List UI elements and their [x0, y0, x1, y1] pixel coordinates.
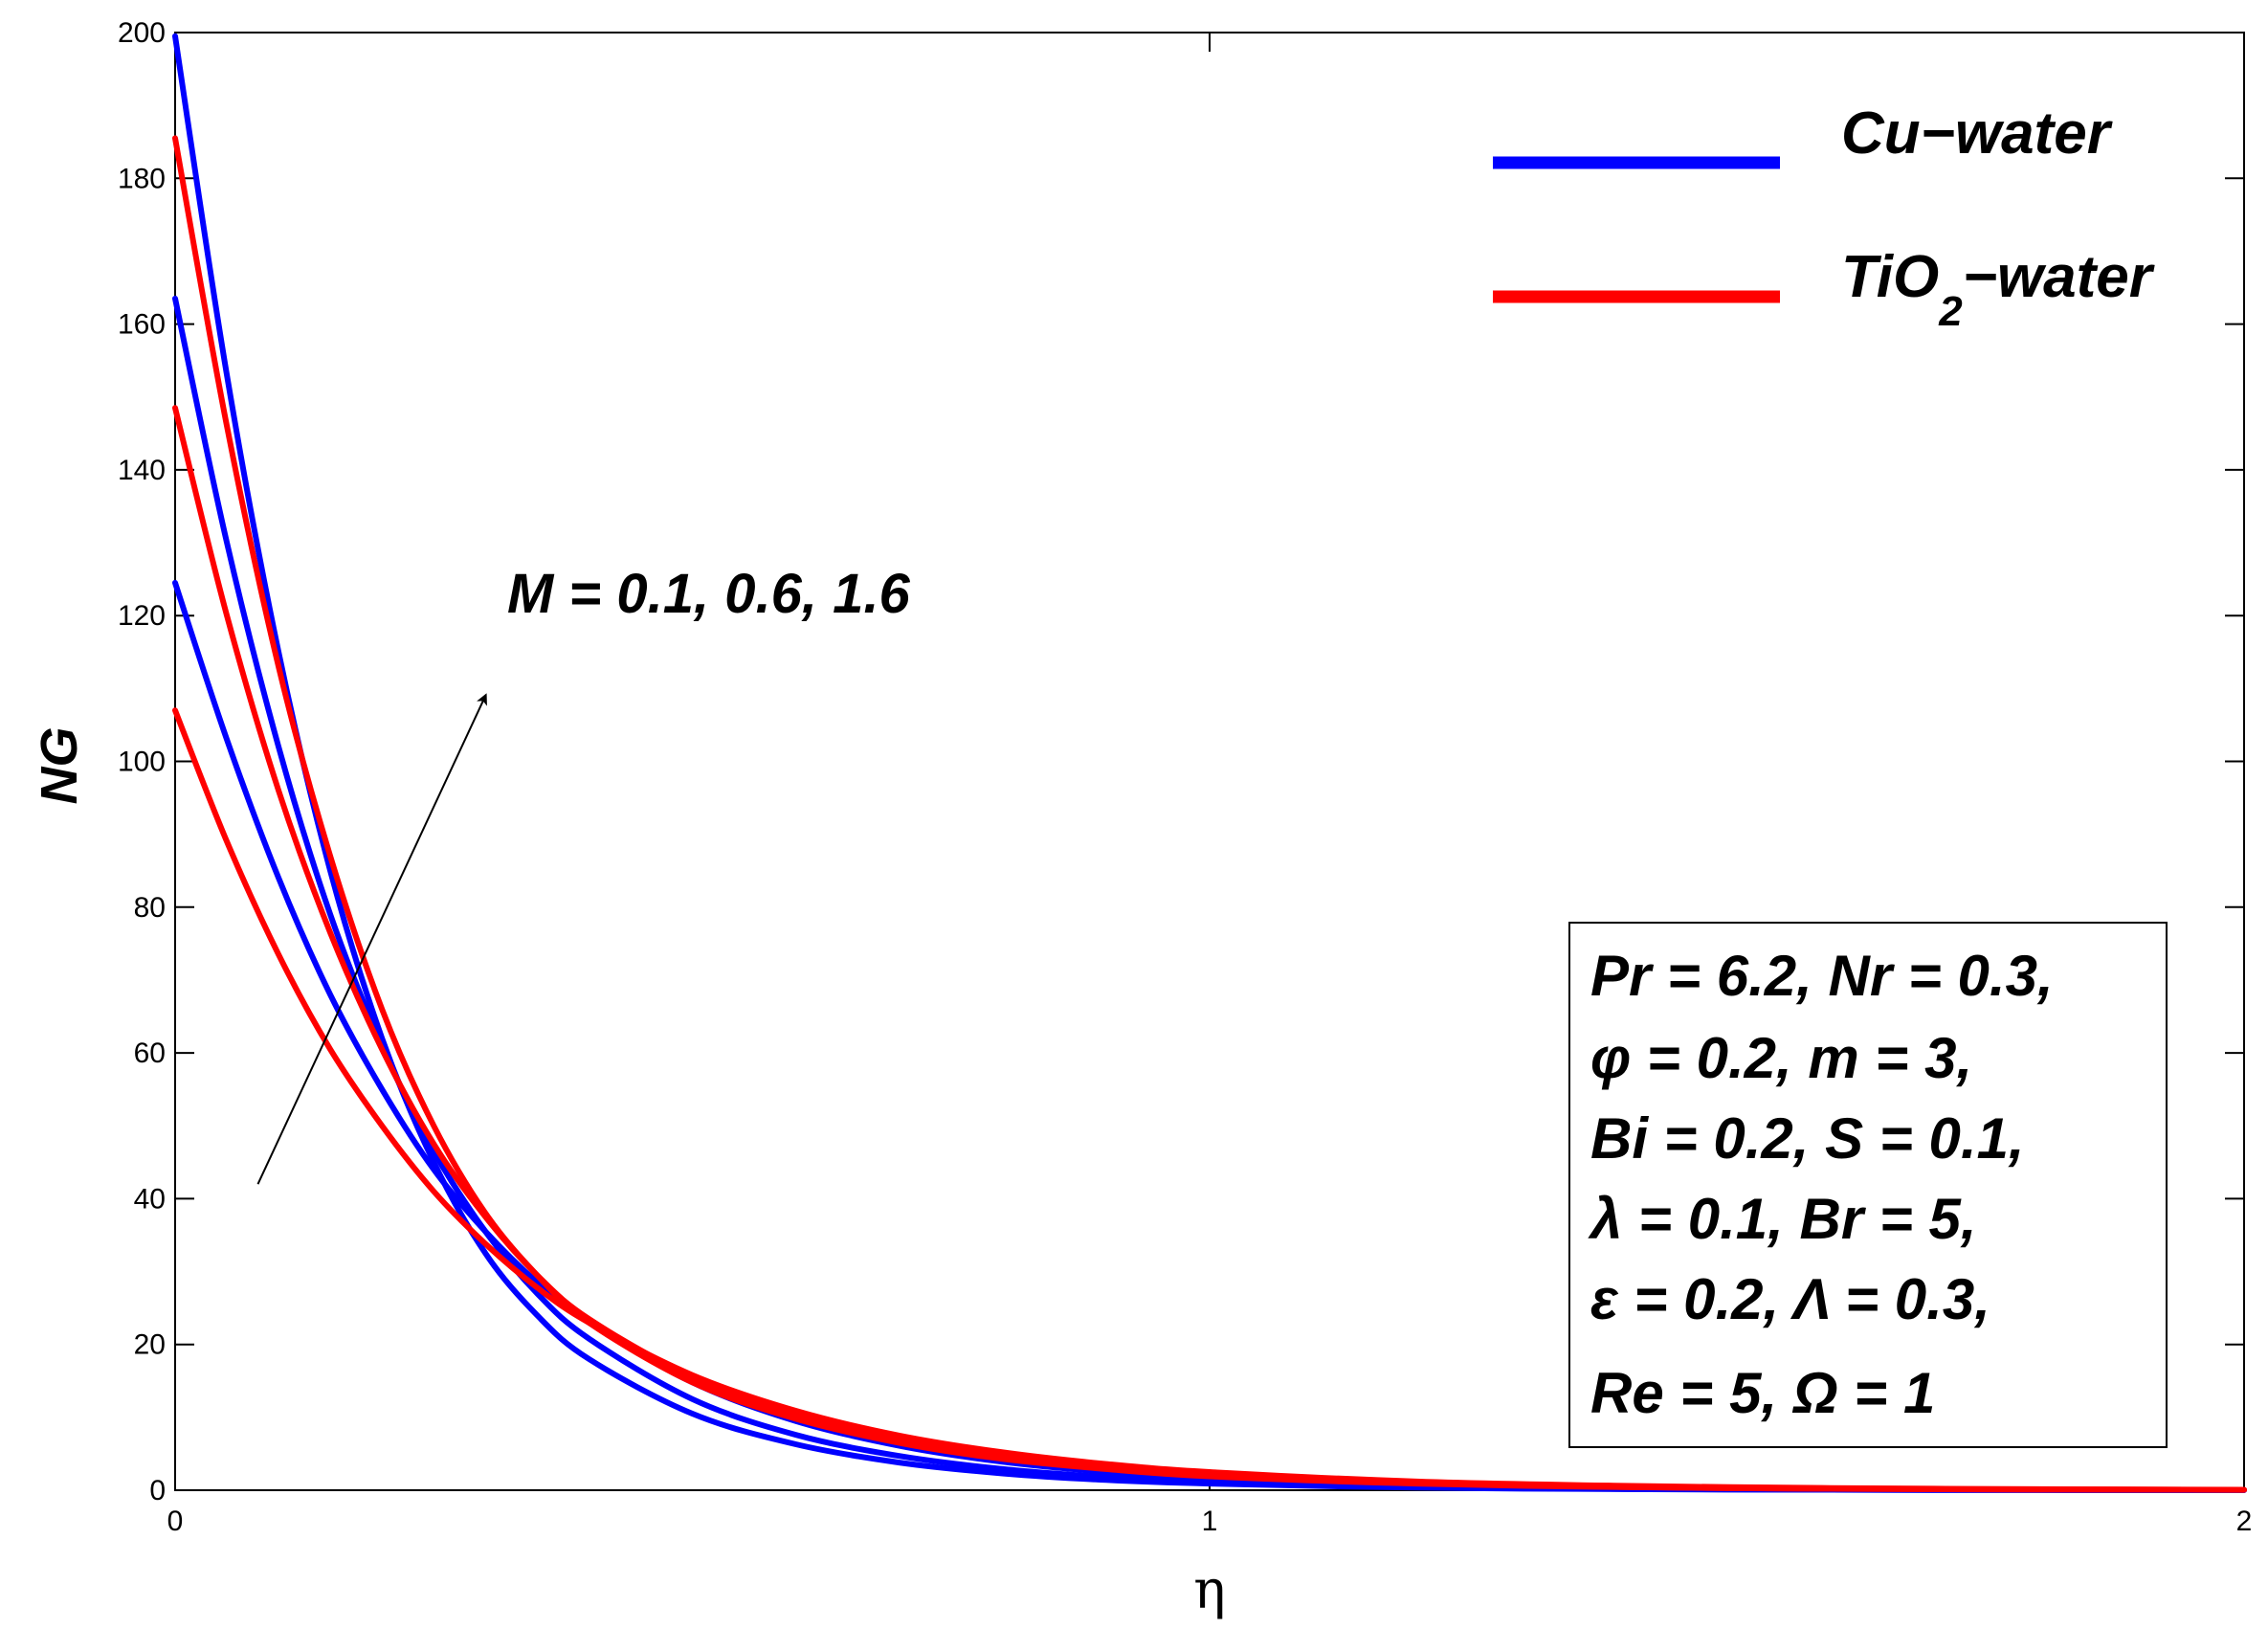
- y-tick-label: 180: [118, 163, 166, 194]
- param-line-5: ε = 0.2, Λ = 0.3,: [1590, 1267, 1990, 1331]
- arrow-annotation-text: M = 0.1, 0.6, 1.6: [507, 563, 910, 625]
- y-tick-label: 20: [134, 1329, 166, 1361]
- y-tick-label: 0: [149, 1475, 166, 1506]
- x-axis-label: η: [1193, 1559, 1226, 1621]
- legend-label-tio2-sub: 2: [1938, 288, 1963, 335]
- legend-label-cu-water: Cu−water: [1841, 100, 2113, 167]
- param-line-1: Pr = 6.2, Nr = 0.3,: [1590, 944, 2054, 1008]
- param-line-2: φ = 0.2, m = 3,: [1590, 1026, 1972, 1090]
- y-tick-label: 80: [134, 892, 166, 924]
- param-line-6: Re = 5, Ω = 1: [1590, 1361, 1935, 1425]
- x-tick-label: 2: [2236, 1506, 2253, 1537]
- y-tick-label: 120: [118, 600, 166, 632]
- y-tick-label: 40: [134, 1183, 166, 1215]
- parameter-box: Pr = 6.2, Nr = 0.3, φ = 0.2, m = 3, Bi =…: [1568, 922, 2168, 1448]
- y-tick-label: 160: [118, 309, 166, 341]
- tick-labels: 0 20 40 60 80 100 120 140 160 180 200 0 1 2: [118, 17, 2252, 1537]
- param-line-4: λ = 0.1, Br = 5,: [1588, 1187, 1977, 1251]
- y-axis-label: NG: [31, 727, 88, 805]
- increase-arrow: [256, 693, 487, 1185]
- param-line-3: Bi = 0.2, S = 0.1,: [1590, 1106, 2025, 1171]
- y-tick-label: 200: [118, 17, 166, 49]
- legend: Cu−water TiO2−water: [1493, 100, 2155, 335]
- x-tick-label: 0: [167, 1506, 184, 1537]
- legend-label-tio2-water: TiO2−water: [1841, 244, 2155, 335]
- y-tick-label: 100: [118, 747, 166, 778]
- parameter-box-frame: [1568, 922, 2168, 1448]
- legend-label-tio2-main: TiO: [1841, 244, 1939, 310]
- y-tick-label: 140: [118, 455, 166, 486]
- y-tick-label: 60: [134, 1038, 166, 1069]
- legend-label-tio2-tail: −water: [1963, 244, 2155, 310]
- series-lines: [172, 33, 2247, 1493]
- series-line-tio2-water-m-1-6: [172, 135, 2247, 1493]
- x-tick-label: 1: [1202, 1506, 1218, 1537]
